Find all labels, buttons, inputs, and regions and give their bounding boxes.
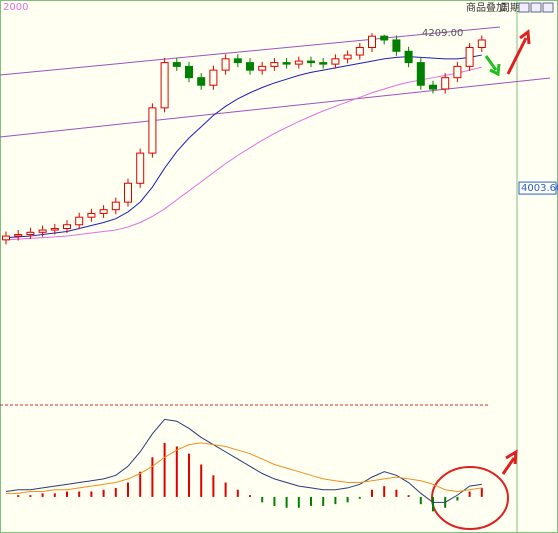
candle-body xyxy=(2,235,10,241)
indicator-line xyxy=(5,66,482,241)
candle-body xyxy=(136,152,145,184)
indicator-line xyxy=(6,442,482,494)
candle-body xyxy=(441,77,450,90)
candle-body xyxy=(172,62,181,67)
candle-body xyxy=(221,58,230,71)
candle-body xyxy=(270,62,279,67)
candle-body xyxy=(429,84,437,90)
candle-body xyxy=(416,62,425,86)
high-annotation: 4209.00 xyxy=(422,28,463,39)
candle-body xyxy=(233,58,242,64)
toolbar-button[interactable]: 商品叠加 xyxy=(466,1,506,14)
indicator-line xyxy=(5,418,482,503)
candle-body xyxy=(343,54,352,60)
candle-body xyxy=(355,47,364,56)
candle-body xyxy=(331,58,340,65)
toolbar-button[interactable]: 周期 xyxy=(500,2,520,14)
candle-body xyxy=(14,234,23,237)
candle-body xyxy=(87,212,96,218)
candle-body xyxy=(75,216,84,226)
candle-body xyxy=(185,65,193,79)
candle-body xyxy=(282,62,291,65)
candle-body xyxy=(38,229,47,233)
candle-body xyxy=(50,228,59,231)
candle-body xyxy=(258,65,267,71)
candle-body xyxy=(111,201,120,211)
trend-line xyxy=(0,77,551,138)
candle-body xyxy=(477,39,486,49)
trend-line xyxy=(0,26,501,76)
candle-body xyxy=(160,62,169,109)
candle-body xyxy=(307,60,315,64)
price-tag xyxy=(518,181,557,195)
up-arrow xyxy=(501,449,518,475)
candle-body xyxy=(294,60,303,65)
window-button[interactable] xyxy=(530,2,542,13)
candle-body xyxy=(404,50,413,64)
candle-body xyxy=(124,182,132,203)
candle-body xyxy=(392,39,401,52)
candle-body xyxy=(319,62,328,65)
window-button[interactable] xyxy=(518,2,530,13)
candle-body xyxy=(197,77,206,86)
corner-label: 2000 xyxy=(3,2,28,13)
candle-body xyxy=(26,231,35,236)
candle-body xyxy=(368,35,376,49)
y-tick-label: 4003.60 xyxy=(521,183,558,194)
candle-body xyxy=(63,224,71,230)
candle-body xyxy=(148,107,157,154)
candle-body xyxy=(99,209,108,214)
up-arrow xyxy=(506,29,531,75)
candle-body xyxy=(209,69,218,86)
candle-body xyxy=(453,65,462,79)
candle-body xyxy=(246,62,254,71)
candle-body xyxy=(380,35,389,41)
highlight-circle xyxy=(431,466,509,530)
window-button[interactable] xyxy=(542,2,554,13)
indicator-line xyxy=(5,54,482,239)
candle-body xyxy=(465,47,474,67)
down-arrow xyxy=(484,55,501,77)
